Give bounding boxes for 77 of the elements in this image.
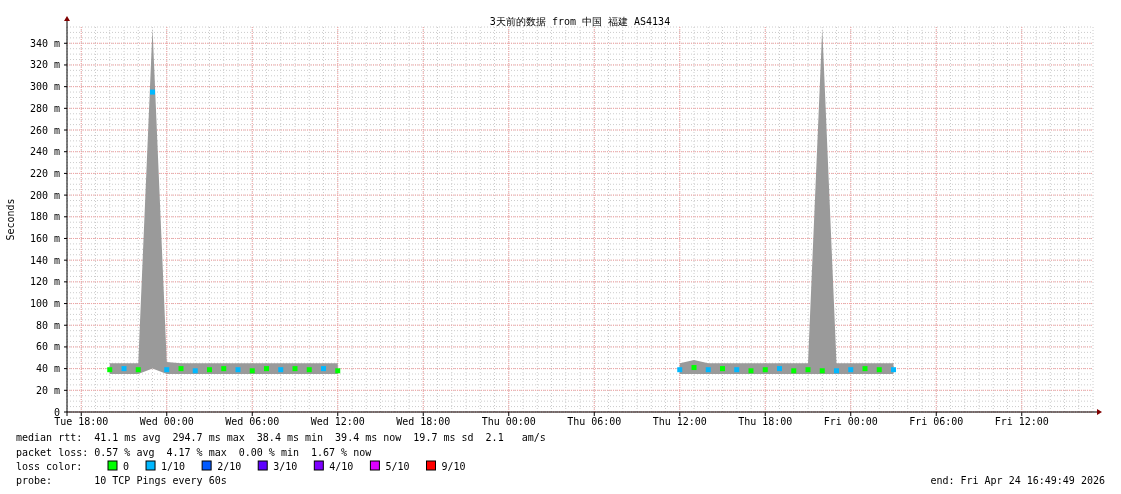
x-tick-label: Fri 00:00 [823,416,878,427]
x-tick-label: Thu 00:00 [481,416,536,427]
point [221,366,227,372]
text: probe: 10 TCP Pings every 60s [16,475,227,486]
x-tick-label: Thu 06:00 [567,416,622,427]
y-tick-label: 220 m [29,167,60,179]
y-tick-label: 320 m [29,59,60,71]
text: median rtt: 41.1 ms avg 294.7 ms max 38.4 ms min 39.4 ms now 19.7 ms sd 2.1 am/s [16,432,546,443]
legend-label: 1/10 [161,461,186,472]
text: end: Fri Apr 24 16:49:49 2026 [930,475,1105,486]
legend-label: 9/10 [441,461,466,472]
text: packet loss: 0.57 % avg 4.17 % max 0.00 % min 1.67 % now [16,447,373,458]
point [819,368,825,374]
point [762,367,768,373]
point [734,367,740,373]
point [777,366,782,372]
point [292,366,298,372]
point [791,368,797,374]
y-tick-label: 240 m [29,146,60,158]
x-tick-label: Wed 00:00 [139,416,194,427]
legend-label: 3/10 [273,461,298,472]
point [677,367,683,373]
y-tick-label: 20 m [35,384,60,396]
point [891,367,896,373]
x-tick-label: Wed 12:00 [310,416,365,427]
point [235,367,241,373]
y-tick-label: 100 m [29,298,60,310]
y-axis-title: Seconds [5,198,16,241]
point [805,367,811,373]
point [135,367,141,373]
legend-title: loss color: [16,461,83,472]
y-tick-label: 160 m [29,232,60,244]
x-tick-label: Fri 12:00 [994,416,1049,427]
legend-label: 5/10 [385,461,410,472]
y-tick-label: 120 m [29,276,60,288]
x-tick-label: Thu 12:00 [652,416,707,427]
point [121,366,127,372]
point [691,365,697,371]
y-tick-label: 140 m [29,254,60,266]
point [150,89,155,95]
point [834,368,839,374]
point [249,368,255,374]
y-tick-label: 260 m [29,124,60,136]
point [748,368,754,374]
point [164,367,170,373]
point [192,368,198,374]
y-tick-label: 0 [53,406,60,418]
y-tick-label: 280 m [29,102,60,114]
x-tick-label: Wed 18:00 [396,416,451,427]
point [335,368,341,374]
point [720,366,725,372]
x-tick-label: Wed 06:00 [225,416,280,427]
point [862,366,868,372]
x-tick-label: Tue 18:00 [54,416,109,427]
point [705,367,711,373]
point [306,367,312,373]
point [207,367,212,373]
y-tick-label: 200 m [29,189,60,201]
legend-label: 0 [123,461,130,472]
y-tick-label: 340 m [29,37,60,49]
y-tick-label: 80 m [35,319,60,331]
legend-label: 2/10 [217,461,242,472]
y-tick-label: 180 m [29,211,60,223]
point [876,367,882,373]
y-tick-label: 300 m [29,81,60,93]
x-tick-label: Thu 18:00 [738,416,793,427]
x-tick-label: Fri 06:00 [909,416,964,427]
y-tick-label: 40 m [35,363,60,375]
y-tick-label: 60 m [35,341,60,353]
point [321,366,326,372]
point [264,366,269,372]
point [178,366,184,372]
point [848,367,854,373]
chart-title: 3天前的数据 from 中国 福建 AS4134 [489,16,671,27]
legend-label: 4/10 [329,461,354,472]
point [107,367,113,373]
point [278,367,284,373]
